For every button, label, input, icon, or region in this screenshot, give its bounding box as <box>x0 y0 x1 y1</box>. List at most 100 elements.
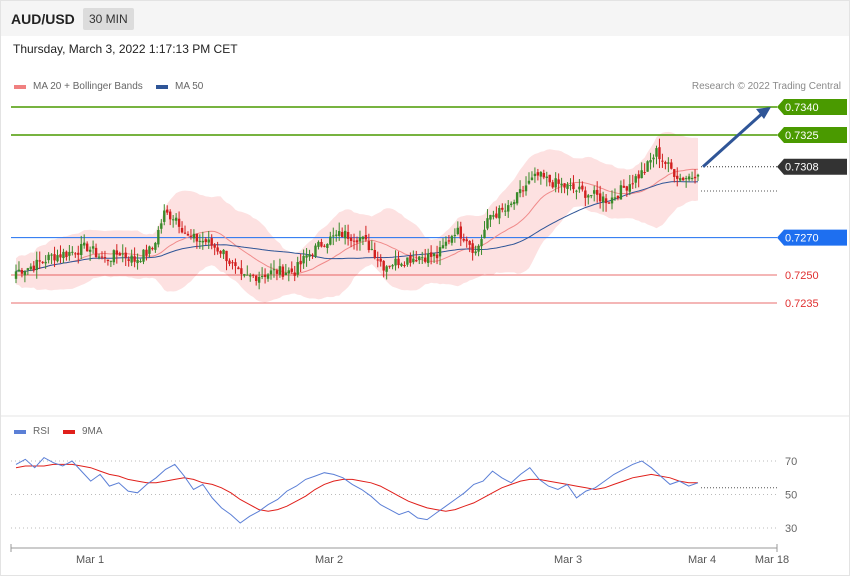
candle-body <box>483 229 486 239</box>
candle <box>85 241 89 252</box>
x-tick-mar-1: Mar 1 <box>76 554 104 566</box>
candle-body <box>432 253 436 257</box>
candle-body <box>106 259 110 262</box>
candle-body <box>210 238 213 246</box>
candle-body <box>459 226 462 239</box>
candle <box>679 173 682 182</box>
candle <box>154 241 157 253</box>
candle <box>625 185 629 197</box>
candle <box>71 246 74 256</box>
candle-body <box>539 171 543 177</box>
candle <box>581 181 584 192</box>
candle-body <box>225 250 228 262</box>
candle <box>637 170 640 188</box>
candle <box>521 185 525 198</box>
candle-body <box>112 250 116 263</box>
candle-body <box>62 251 65 259</box>
candle <box>201 231 205 250</box>
candle-body <box>462 238 465 241</box>
timeframe-badge[interactable]: 30 MIN <box>83 8 134 30</box>
candle-body <box>56 255 59 262</box>
legend-rsi: RSI <box>14 426 50 437</box>
candle-body <box>163 210 166 222</box>
candle-body <box>507 205 510 212</box>
candle-body <box>59 254 62 258</box>
candle-body <box>192 233 196 239</box>
candle <box>287 267 290 282</box>
candle-body <box>44 261 47 264</box>
candle <box>450 234 454 246</box>
candle <box>438 240 442 266</box>
candle <box>358 230 362 251</box>
candle-body <box>174 217 178 221</box>
candle-body <box>352 240 356 242</box>
candle-body <box>527 180 531 184</box>
candle-body <box>518 189 522 194</box>
candle-body <box>127 259 130 261</box>
candle <box>177 211 181 234</box>
candle <box>533 167 537 183</box>
candle-body <box>590 195 593 197</box>
candle <box>133 247 136 268</box>
candle-body <box>598 193 602 202</box>
candle-body <box>447 240 451 242</box>
candle-body <box>260 275 264 277</box>
rsi-9ma-line <box>15 463 698 512</box>
candle-body <box>180 227 184 233</box>
candle-body <box>619 185 623 200</box>
candle <box>254 274 258 286</box>
candle-body <box>429 252 433 257</box>
candle-body <box>453 234 457 236</box>
candle <box>234 258 237 274</box>
candle <box>77 245 80 264</box>
candle <box>364 225 368 242</box>
candle <box>174 213 178 225</box>
candle-body <box>17 269 21 272</box>
candle <box>352 233 356 250</box>
candle <box>462 233 465 243</box>
candle <box>512 199 516 210</box>
candle <box>486 209 489 231</box>
candle <box>394 250 397 271</box>
candle <box>379 254 382 267</box>
candle-body <box>610 197 614 204</box>
candle-body <box>254 275 258 281</box>
candle-body <box>252 274 255 276</box>
candle <box>305 248 308 267</box>
candle <box>112 249 116 266</box>
legend-label-9ma: 9MA <box>82 426 103 437</box>
candle-body <box>234 262 237 267</box>
candle-body <box>204 239 207 243</box>
legend-label-rsi: RSI <box>33 426 50 437</box>
candle <box>20 267 24 278</box>
candle <box>652 154 655 168</box>
candle-body <box>305 255 308 258</box>
candle-body <box>29 266 33 269</box>
candle <box>157 226 160 248</box>
candle <box>575 189 578 200</box>
candle <box>308 249 311 261</box>
candle <box>456 221 460 236</box>
candle-body <box>103 257 107 259</box>
candle-body <box>198 240 202 242</box>
candle <box>335 229 338 242</box>
candle <box>474 245 477 256</box>
rsi-tick-50: 50 <box>785 490 797 502</box>
candle <box>302 249 305 269</box>
candle <box>693 169 697 184</box>
candle-body <box>664 162 667 164</box>
candle <box>257 271 261 290</box>
candle <box>100 251 104 260</box>
candle-body <box>154 242 157 250</box>
candle-body <box>604 198 608 204</box>
candle <box>263 268 267 284</box>
candle-body <box>643 172 646 174</box>
candle <box>74 252 77 258</box>
candle <box>216 241 219 255</box>
candle <box>228 258 231 267</box>
candle <box>252 273 255 278</box>
candle <box>97 253 101 260</box>
candle-body <box>640 170 643 179</box>
candle-body <box>47 254 50 261</box>
